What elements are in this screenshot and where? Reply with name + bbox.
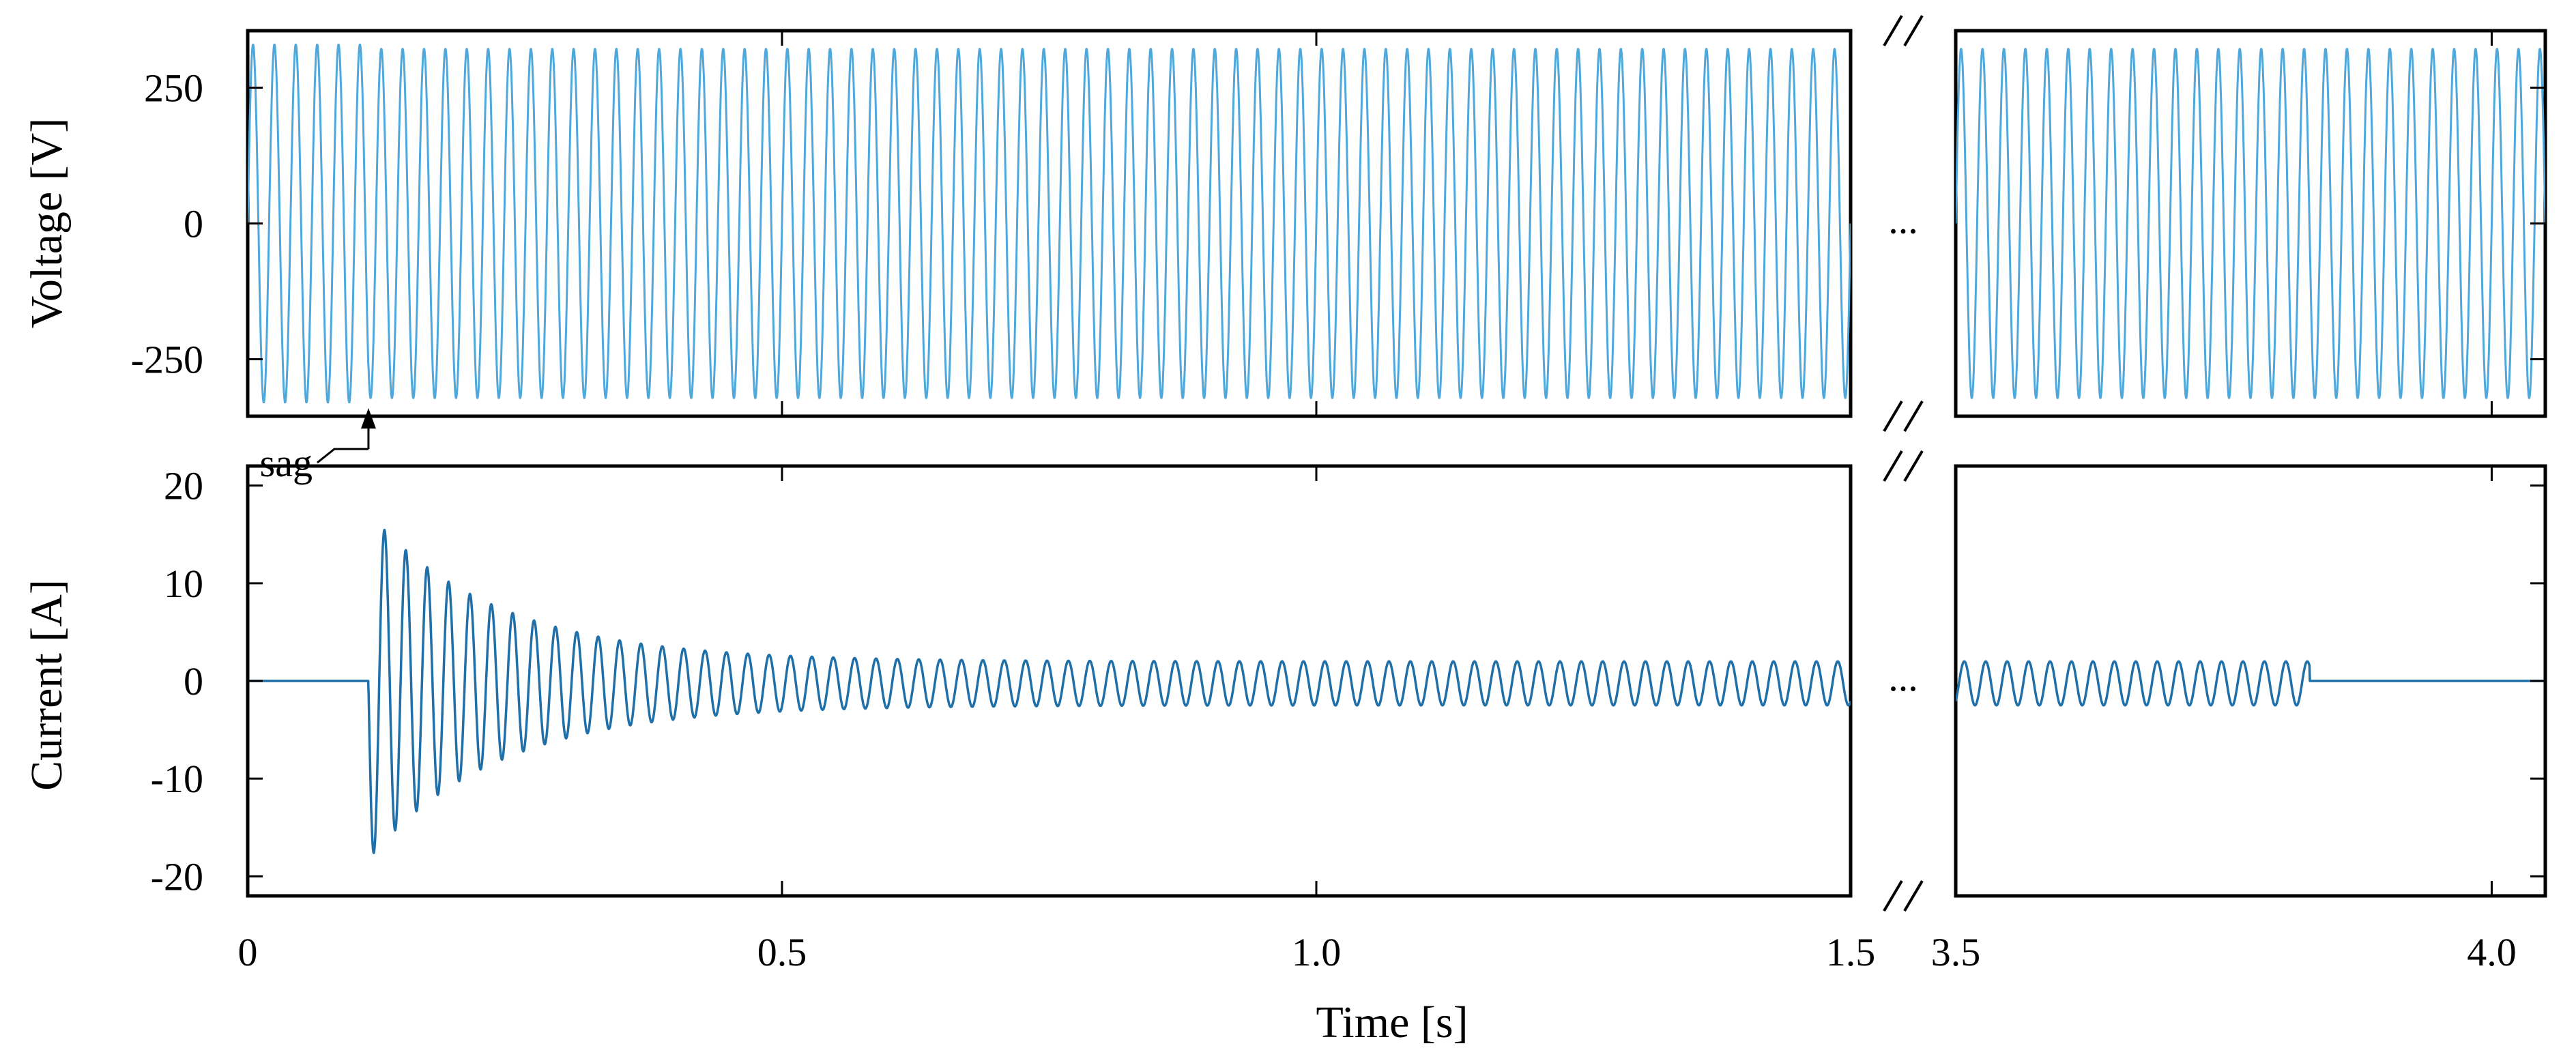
current-series-line-segment-1 — [248, 528, 1851, 854]
voltage-break-bottom — [1883, 400, 1924, 433]
voltage-series-line-segment-2 — [1956, 48, 2545, 399]
voltage-axis-label: Voltage [V] — [22, 118, 72, 329]
voltage-ytick-label-1: 0 — [184, 202, 203, 246]
sag-label: sag — [260, 441, 313, 485]
time-xtick-label-3: 1.5 — [1826, 930, 1876, 974]
time-xtick-label-4: 3.5 — [1931, 930, 1981, 974]
current-series-line-segment-2 — [1956, 660, 2545, 707]
current-break-top — [1883, 450, 1924, 482]
voltage-ytick-label-2: 250 — [144, 66, 203, 111]
current-panel: -20 -10 0 10 20... 0 0.5 1.0 1.5 3.5 4.0 — [151, 464, 2547, 974]
current-ytick-label-1: -10 — [151, 757, 203, 801]
sag-arrow-icon — [360, 408, 376, 429]
voltage-break-top — [1883, 14, 1924, 47]
voltage-gap-ellipsis: ... — [1888, 198, 1918, 242]
sag-annotation: sag — [260, 408, 376, 485]
voltage-panel: -250 0 250... sag — [131, 29, 2547, 485]
current-break-bottom — [1883, 880, 1924, 912]
axis-breaks — [1883, 14, 1924, 912]
current-ytick-label-0: -20 — [151, 854, 203, 899]
current-ytick-label-4: 20 — [164, 464, 203, 508]
time-xtick-label-2: 1.0 — [1292, 930, 1342, 974]
time-xtick-label-0: 0 — [238, 930, 258, 974]
voltage-series-line-segment-1 — [248, 43, 1851, 404]
current-gap-ellipsis: ... — [1888, 655, 1918, 699]
time-xtick-label-1: 0.5 — [757, 930, 807, 974]
current-frame-left — [246, 464, 1853, 898]
current-axis-label: Current [A] — [22, 579, 72, 791]
current-ytick-label-2: 0 — [184, 659, 203, 703]
time-axis-label: Time [s] — [1316, 998, 1468, 1047]
voltage-ytick-label-0: -250 — [131, 337, 203, 381]
time-xtick-label-5: 4.0 — [2467, 930, 2517, 974]
current-ytick-label-3: 10 — [164, 562, 203, 606]
